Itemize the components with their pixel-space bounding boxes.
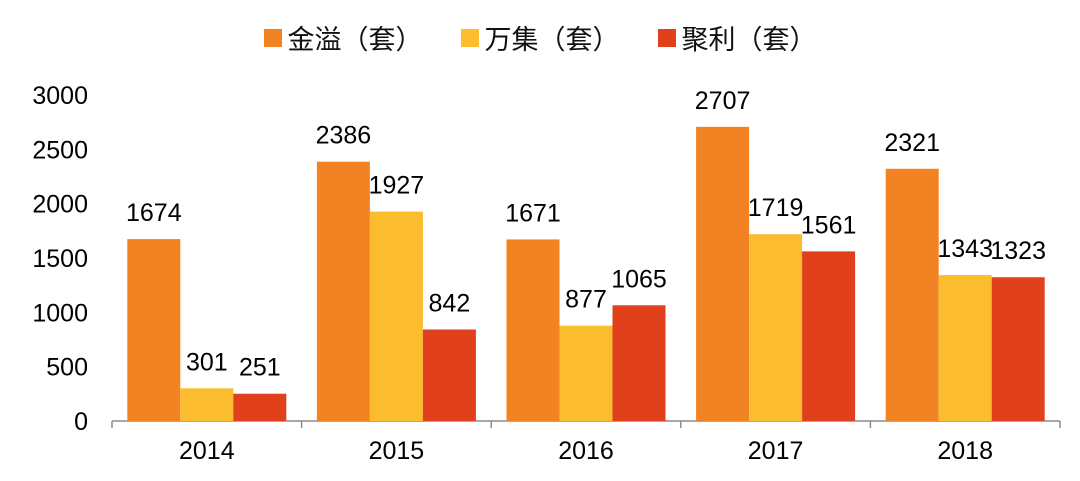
y-tick-label: 1500 xyxy=(32,245,88,273)
x-axis-labels: 2014 2015 2016 2017 2018 xyxy=(179,437,993,465)
data-label: 1927 xyxy=(369,172,425,200)
legend-item-wanji: 万集（套） xyxy=(460,18,620,57)
x-tick-label: 2016 xyxy=(558,437,614,465)
data-label: 1343 xyxy=(937,235,993,263)
y-tick-label: 500 xyxy=(46,354,88,382)
bar-3-2018 xyxy=(991,277,1045,421)
bar-2-2014 xyxy=(180,388,234,421)
data-label: 877 xyxy=(565,286,607,314)
legend-label-jinyi: 金溢（套） xyxy=(287,25,423,56)
legend-label-wanji: 万集（套） xyxy=(484,25,620,56)
bar-2-2018 xyxy=(938,275,992,421)
data-label: 251 xyxy=(239,354,281,382)
legend-label-juli: 聚利（套） xyxy=(681,25,817,56)
bar-3-2016 xyxy=(612,305,666,421)
data-label: 1674 xyxy=(126,199,182,227)
bar-3-2015 xyxy=(422,329,476,421)
x-tick-label: 2017 xyxy=(748,437,804,465)
legend-swatch-juli xyxy=(657,28,676,47)
bar-2-2016 xyxy=(559,325,613,421)
legend-item-jinyi: 金溢（套） xyxy=(263,18,423,57)
bar-1-2018 xyxy=(885,168,939,421)
data-label: 2707 xyxy=(695,87,751,115)
y-tick-label: 0 xyxy=(74,408,88,436)
y-tick-label: 2500 xyxy=(32,136,88,164)
y-axis-ticks: 0 500 1000 1500 2000 2500 3000 xyxy=(32,82,88,436)
bar-1-2016 xyxy=(506,239,560,421)
y-tick-label: 2000 xyxy=(32,191,88,219)
data-label: 2386 xyxy=(316,122,372,150)
y-tick-label: 3000 xyxy=(32,82,88,110)
bar-1-2017 xyxy=(696,126,750,422)
legend-swatch-jinyi xyxy=(263,28,282,47)
data-label: 842 xyxy=(429,290,471,318)
legend-swatch-wanji xyxy=(460,28,479,47)
bar-3-2017 xyxy=(802,251,856,421)
data-label: 1671 xyxy=(505,199,561,227)
legend-item-juli: 聚利（套） xyxy=(657,18,817,57)
bar-2-2017 xyxy=(749,234,803,421)
data-label: 1561 xyxy=(801,211,857,239)
data-label: 1323 xyxy=(990,237,1046,265)
bar-1-2014 xyxy=(127,239,181,421)
data-label: 2321 xyxy=(884,129,940,157)
bar-1-2015 xyxy=(316,161,370,422)
bar-2-2015 xyxy=(369,211,423,421)
x-tick-label: 2014 xyxy=(179,437,235,465)
data-label: 1065 xyxy=(611,265,667,293)
x-tick-label: 2015 xyxy=(369,437,425,465)
data-label: 1719 xyxy=(748,194,804,222)
bar-3-2014 xyxy=(233,393,287,421)
x-tick-label: 2018 xyxy=(937,437,993,465)
legend: 金溢（套） 万集（套） 聚利（套） xyxy=(0,18,1080,57)
x-axis-ticks xyxy=(111,421,1061,428)
data-label: 301 xyxy=(186,348,228,376)
y-tick-label: 1000 xyxy=(32,299,88,327)
bars xyxy=(127,126,1045,422)
